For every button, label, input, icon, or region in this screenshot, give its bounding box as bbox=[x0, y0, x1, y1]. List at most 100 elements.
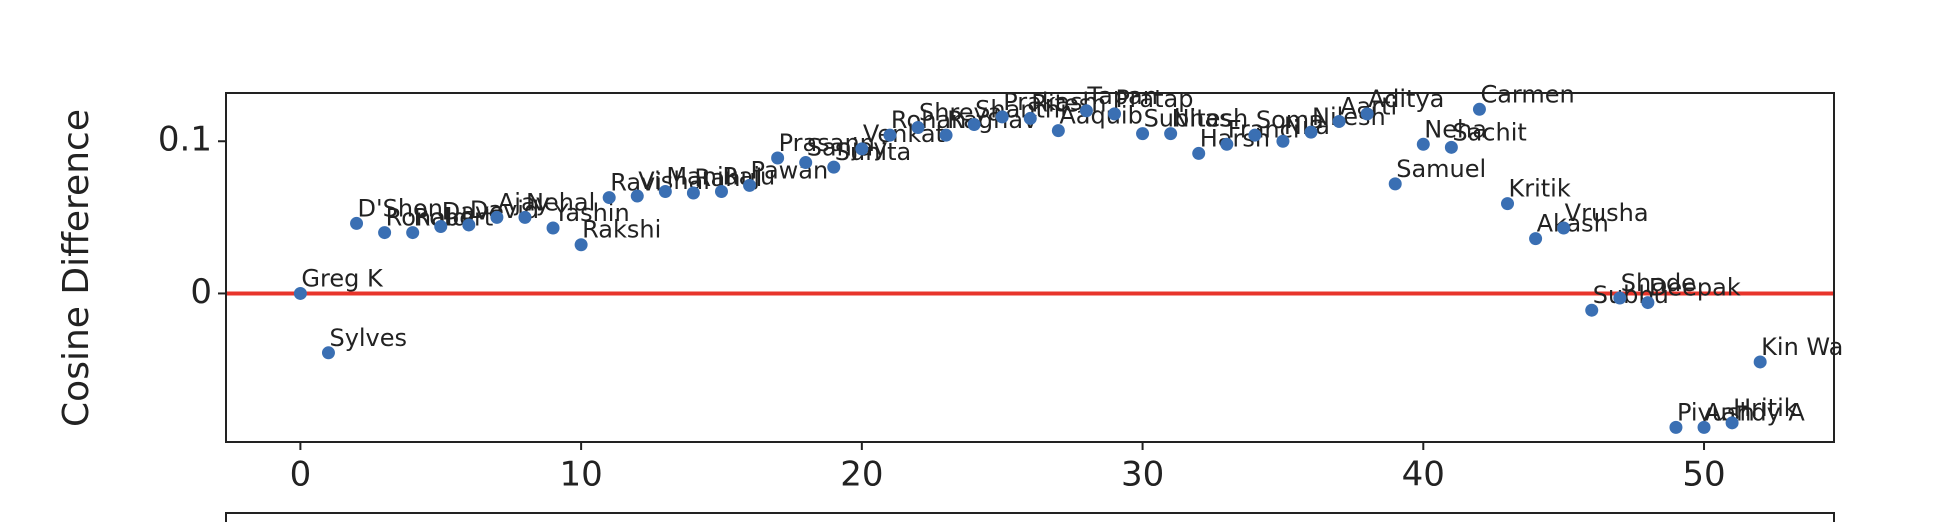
point bbox=[1753, 355, 1767, 369]
point bbox=[518, 210, 532, 224]
point-label: Neha bbox=[1424, 115, 1487, 143]
x-tick-label: 0 bbox=[290, 455, 312, 495]
point bbox=[855, 142, 869, 156]
point-label: Kin Wa bbox=[1761, 333, 1843, 361]
point bbox=[406, 226, 420, 240]
point-label: Rohan bbox=[891, 106, 966, 134]
point bbox=[378, 226, 392, 240]
point bbox=[1332, 114, 1346, 128]
point-label: Yashin bbox=[553, 199, 630, 227]
point bbox=[1360, 107, 1374, 121]
point bbox=[686, 186, 700, 200]
point bbox=[1416, 137, 1430, 151]
point bbox=[1472, 102, 1486, 116]
point-label: Shreya bbox=[919, 99, 1002, 127]
point bbox=[546, 221, 560, 235]
point-label: Robert bbox=[414, 204, 494, 232]
point bbox=[1107, 107, 1121, 121]
point-label: Venkat bbox=[863, 120, 945, 148]
point-label: Nitesh bbox=[1172, 105, 1249, 133]
point bbox=[939, 128, 953, 142]
point-label: Vrusha bbox=[1565, 199, 1649, 227]
point bbox=[602, 191, 616, 205]
point bbox=[1529, 232, 1543, 246]
point bbox=[462, 218, 476, 232]
point bbox=[995, 110, 1009, 124]
point bbox=[1023, 111, 1037, 125]
point-label: Pawan bbox=[751, 156, 829, 184]
next-axes-frame bbox=[225, 512, 1835, 522]
point bbox=[630, 189, 644, 203]
point-label: D'Shon bbox=[358, 194, 443, 222]
point bbox=[1725, 416, 1739, 430]
point bbox=[1136, 127, 1150, 141]
point bbox=[658, 184, 672, 198]
point bbox=[827, 160, 841, 174]
point bbox=[883, 128, 897, 142]
point bbox=[1051, 124, 1065, 138]
point bbox=[714, 184, 728, 198]
point bbox=[911, 121, 925, 135]
point bbox=[1641, 296, 1655, 310]
point bbox=[771, 151, 785, 165]
axes-frame bbox=[225, 92, 1835, 443]
point bbox=[1220, 137, 1234, 151]
point bbox=[967, 118, 981, 132]
point bbox=[743, 178, 757, 192]
y-axis-label: Cosine Difference bbox=[56, 109, 97, 427]
point bbox=[1697, 420, 1711, 434]
point-label: Manju bbox=[666, 162, 739, 190]
point-label: Raghav bbox=[947, 106, 1037, 134]
point-label: Kritik bbox=[1509, 175, 1571, 203]
point-label: Aandy A bbox=[1705, 398, 1805, 426]
point-label: Sachit bbox=[1452, 118, 1526, 146]
point bbox=[1557, 221, 1571, 235]
point bbox=[1304, 125, 1318, 139]
point-label: Akash bbox=[1537, 210, 1609, 238]
point-label: Shade bbox=[1621, 269, 1696, 297]
point-label: Nilesh bbox=[1312, 103, 1386, 131]
x-tick-label: 50 bbox=[1682, 455, 1725, 495]
point bbox=[1079, 104, 1093, 118]
point-label: Shanthi bbox=[975, 96, 1067, 124]
point bbox=[799, 156, 813, 170]
point-label: Subhas bbox=[1144, 105, 1232, 133]
point bbox=[1276, 134, 1290, 148]
y-tick-label: 0 bbox=[190, 272, 212, 312]
point bbox=[293, 286, 307, 300]
point-label: Pratap bbox=[1115, 85, 1193, 113]
point-label: Sanjay bbox=[807, 134, 888, 162]
point bbox=[1585, 303, 1599, 317]
point-label: Greg K bbox=[301, 264, 384, 292]
point bbox=[1192, 146, 1206, 160]
point bbox=[1613, 291, 1627, 305]
point-label: Sunita bbox=[835, 138, 911, 166]
y-tick-label: 0.1 bbox=[158, 120, 212, 160]
point bbox=[574, 238, 588, 252]
point-label: Sylves bbox=[329, 324, 407, 352]
point bbox=[350, 216, 364, 230]
point-label: Ronald bbox=[386, 204, 468, 232]
x-tick-label: 20 bbox=[840, 455, 883, 495]
point bbox=[434, 219, 448, 233]
point bbox=[490, 210, 504, 224]
x-tick-label: 10 bbox=[559, 455, 602, 495]
point-label: Piyush bbox=[1677, 398, 1755, 426]
point bbox=[1248, 128, 1262, 142]
point-label: Deepak bbox=[1649, 274, 1741, 302]
point bbox=[1164, 127, 1178, 141]
point-label: Aaquib bbox=[1059, 102, 1142, 130]
point bbox=[1444, 140, 1458, 154]
point-label: Subbu bbox=[1593, 281, 1669, 309]
x-tick-label: 40 bbox=[1402, 455, 1445, 495]
point bbox=[1669, 420, 1683, 434]
point-label: Ritesh bbox=[1031, 89, 1106, 117]
point-label: Carmen bbox=[1480, 80, 1574, 108]
point bbox=[1501, 197, 1515, 211]
x-tick-label: 30 bbox=[1121, 455, 1164, 495]
point bbox=[1388, 177, 1402, 191]
point-label: Aditya bbox=[1368, 85, 1444, 113]
point-label: Samuel bbox=[1396, 155, 1486, 183]
point bbox=[321, 346, 335, 360]
